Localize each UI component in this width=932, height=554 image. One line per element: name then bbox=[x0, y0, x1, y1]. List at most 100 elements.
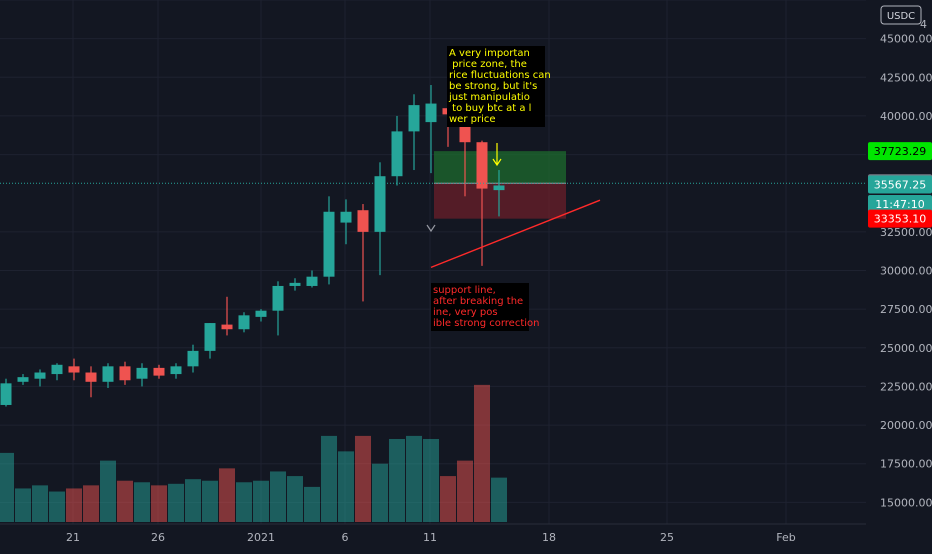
price-tick-label: 27500.00 bbox=[880, 303, 932, 316]
candle-body bbox=[34, 372, 46, 379]
candle-body bbox=[493, 185, 505, 191]
volume-bar bbox=[185, 479, 201, 522]
currency-badge[interactable]: USDC bbox=[880, 5, 922, 25]
volume-bar bbox=[287, 476, 303, 522]
note-support-line-bg bbox=[431, 283, 529, 331]
candles bbox=[0, 85, 505, 407]
currency-badge-box bbox=[880, 5, 922, 25]
price-tick-label: 22500.00 bbox=[880, 380, 932, 393]
price-tick-label: 20000.00 bbox=[880, 419, 932, 432]
target-zone bbox=[434, 151, 566, 184]
time-tick-label: 21 bbox=[66, 531, 80, 544]
volume-bar bbox=[32, 485, 48, 522]
volume-bar bbox=[117, 480, 133, 522]
candle-body bbox=[119, 366, 131, 381]
price-tick-label: 45000.00 bbox=[880, 33, 932, 46]
volume-bar bbox=[100, 460, 116, 522]
currency-badge-text: USDC bbox=[887, 11, 915, 22]
price-axis-bg bbox=[866, 0, 932, 550]
volume-bar bbox=[270, 471, 286, 522]
candle-body bbox=[221, 324, 233, 330]
candle-body bbox=[51, 364, 63, 375]
volume-bar bbox=[355, 435, 371, 522]
volume-bar bbox=[457, 460, 473, 522]
volume-bar bbox=[134, 482, 150, 522]
volume-bar bbox=[15, 488, 31, 522]
time-tick-label: Feb bbox=[776, 531, 795, 544]
candle-body bbox=[153, 367, 165, 376]
candle-body bbox=[17, 377, 29, 382]
volume-bar bbox=[440, 476, 456, 522]
note-price-zone: A very importan price zone, the rice flu… bbox=[447, 46, 551, 127]
drawings[interactable] bbox=[0, 143, 866, 269]
price-tick-label: 42500.00 bbox=[880, 71, 932, 84]
note-price-zone-text: A very importan price zone, the rice flu… bbox=[448, 48, 551, 125]
candle-body bbox=[136, 367, 148, 379]
candle-body bbox=[238, 315, 250, 330]
volume-bar bbox=[66, 488, 82, 522]
note-price-zone-bg bbox=[447, 46, 545, 127]
candle-body bbox=[476, 142, 488, 189]
candle-body bbox=[306, 276, 318, 286]
time-tick-label: 18 bbox=[542, 531, 556, 544]
volume-bar bbox=[389, 438, 405, 522]
support-trendline bbox=[430, 199, 601, 269]
time-tick-label: 25 bbox=[660, 531, 674, 544]
annotations[interactable]: A very importan price zone, the rice flu… bbox=[431, 46, 551, 331]
price-label: 35567.25 bbox=[868, 175, 932, 194]
price-label: 37723.29 bbox=[868, 142, 932, 161]
candle-body bbox=[272, 285, 284, 311]
volume-bar bbox=[253, 480, 269, 522]
time-tick-label: 2021 bbox=[247, 531, 275, 544]
candle-body bbox=[102, 366, 114, 382]
volume-bar bbox=[372, 463, 388, 522]
candle-body bbox=[85, 372, 97, 382]
note-support-line-text: support line, after breaking the ine, ver… bbox=[433, 285, 540, 329]
time-axis[interactable]: 21 26 2021 6 11 18 25 Feb bbox=[0, 523, 866, 544]
volume-bar bbox=[0, 452, 14, 522]
price-tick-label: 25000.00 bbox=[880, 342, 932, 355]
candle-body bbox=[255, 310, 267, 317]
price-tick-label: 40000.00 bbox=[880, 110, 932, 123]
price-tick-label-partial: 4 bbox=[920, 18, 927, 31]
time-tick-label: 11 bbox=[423, 531, 437, 544]
down-chevron-icon bbox=[426, 224, 436, 233]
candle-body bbox=[374, 176, 386, 232]
price-tick-label: 32500.00 bbox=[880, 226, 932, 239]
volume-bar bbox=[151, 485, 167, 522]
price-label-bg bbox=[868, 209, 932, 228]
price-label-bg bbox=[868, 195, 932, 214]
volume-bar bbox=[219, 468, 235, 522]
volume-bar bbox=[83, 485, 99, 522]
volume-bar bbox=[321, 435, 337, 522]
price-tick-label: 15000.00 bbox=[880, 496, 932, 509]
candle-body bbox=[425, 103, 437, 123]
volume-bar bbox=[202, 480, 218, 522]
candle-body bbox=[391, 131, 403, 177]
time-tick-label: 26 bbox=[151, 531, 165, 544]
price-label-text: 11:47:10 bbox=[875, 198, 924, 211]
volume-bar bbox=[423, 438, 439, 522]
volume-bar bbox=[474, 384, 490, 522]
volume-bar bbox=[491, 477, 507, 522]
price-tick-label: 17500.00 bbox=[880, 458, 932, 471]
candle-body bbox=[289, 282, 301, 286]
volume-bar bbox=[168, 483, 184, 522]
candle-body bbox=[340, 211, 352, 223]
price-tick-label: 30000.00 bbox=[880, 265, 932, 278]
candle-body bbox=[0, 383, 12, 405]
candle-body bbox=[170, 366, 182, 375]
price-label-text: 37723.29 bbox=[874, 145, 927, 158]
price-label: 11:47:10 bbox=[868, 195, 932, 214]
candle-body bbox=[408, 105, 420, 132]
price-label-bg bbox=[868, 142, 932, 161]
volume-bar bbox=[338, 451, 354, 522]
candle-body bbox=[204, 323, 216, 351]
price-axis[interactable]: 45000.0042500.0040000.0037500.0032500.00… bbox=[866, 0, 932, 550]
volume-bar bbox=[406, 435, 422, 522]
candle-body bbox=[68, 366, 80, 373]
volume-bar bbox=[49, 491, 65, 522]
